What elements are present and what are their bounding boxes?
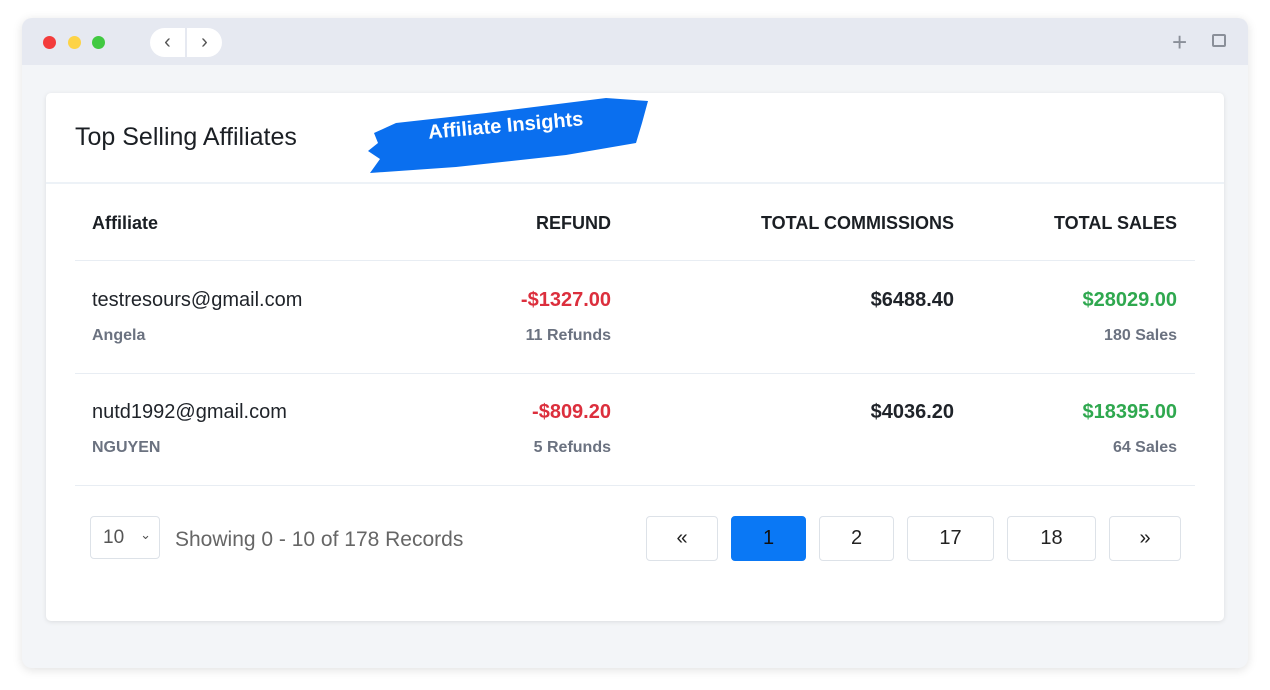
col-header-affiliate[interactable]: Affiliate: [92, 213, 159, 233]
top-affiliates-card: Top Selling Affiliates Affiliate Insight…: [46, 93, 1224, 621]
close-dot[interactable]: [43, 36, 56, 49]
sales-count: 64 Sales: [1112, 439, 1177, 456]
sales-amount: $18395.00: [1082, 401, 1177, 423]
sales-count: 180 Sales: [1104, 327, 1177, 344]
affiliate-name: Angela: [92, 327, 146, 344]
refund-count: 11 Refunds: [525, 327, 611, 344]
divider: [75, 485, 1195, 486]
nav-buttons: ‹ ›: [150, 28, 222, 57]
minimize-dot[interactable]: [68, 36, 81, 49]
page-size-select[interactable]: 10 ⌄: [90, 516, 160, 559]
divider: [75, 260, 1195, 261]
commissions-amount: $4036.20: [870, 401, 954, 423]
col-header-refund[interactable]: REFUND: [536, 213, 611, 233]
col-header-sales[interactable]: TOTAL SALES: [1053, 213, 1177, 233]
affiliate-name: NGUYEN: [92, 439, 161, 456]
page-1-button[interactable]: 1: [731, 516, 806, 561]
refund-amount: -$809.20: [532, 401, 611, 423]
back-chevron-left-icon[interactable]: ‹: [150, 28, 187, 57]
page-first-button[interactable]: «: [646, 516, 718, 561]
records-summary: Showing 0 - 10 of 178 Records: [175, 528, 464, 551]
page-18-button[interactable]: 18: [1007, 516, 1096, 561]
windows-copy-icon[interactable]: [1212, 34, 1226, 47]
new-tab-plus-icon[interactable]: +: [1172, 27, 1188, 57]
page-2-button[interactable]: 2: [819, 516, 894, 561]
page-17-button[interactable]: 17: [907, 516, 994, 561]
card-title: Top Selling Affiliates: [75, 123, 297, 151]
forward-chevron-right-icon[interactable]: ›: [201, 31, 208, 53]
refund-amount: -$1327.00: [520, 289, 611, 311]
col-header-commissions[interactable]: TOTAL COMMISSIONS: [760, 213, 954, 233]
maximize-dot[interactable]: [92, 36, 105, 49]
affiliate-email: nutd1992@gmail.com: [92, 401, 287, 423]
title-bar: ‹ › +: [22, 18, 1248, 65]
browser-window: ‹ › + Top Selling Affiliates Affiliate I…: [22, 18, 1248, 668]
chevron-down-icon: ⌄: [140, 527, 151, 542]
divider: [75, 373, 1195, 374]
brush-stroke-decoration: [368, 98, 648, 173]
sales-amount: $28029.00: [1082, 289, 1177, 311]
commissions-amount: $6488.40: [870, 289, 954, 311]
page-last-button[interactable]: »: [1109, 516, 1181, 561]
affiliate-email: testresours@gmail.com: [92, 289, 303, 311]
page-size-value: 10: [103, 527, 125, 548]
refund-count: 5 Refunds: [533, 439, 611, 456]
card-header: Top Selling Affiliates Affiliate Insight…: [46, 93, 1224, 184]
